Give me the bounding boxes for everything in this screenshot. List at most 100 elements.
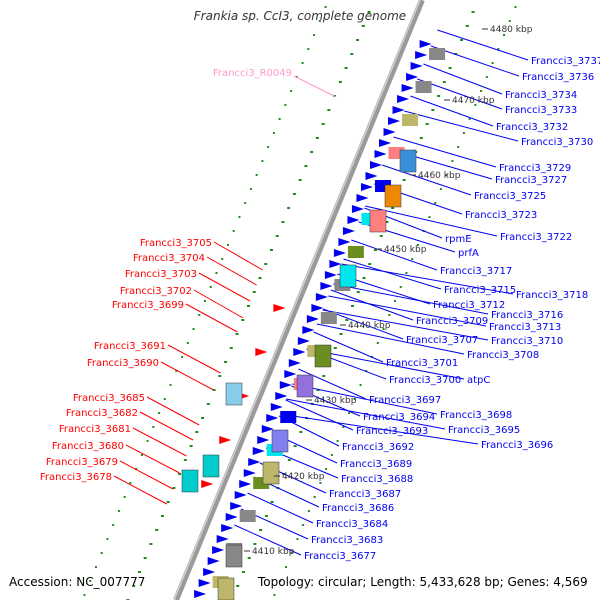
tick-dot	[471, 11, 475, 13]
tick-dot	[514, 6, 517, 8]
reverse-strand-gene	[333, 249, 346, 257]
reverse-strand-gene	[383, 128, 396, 136]
tick-dot	[321, 123, 325, 125]
tick-dot	[304, 165, 308, 167]
tick-dot	[178, 473, 182, 475]
tick-dot	[359, 384, 362, 386]
tick-dot	[302, 524, 305, 526]
tick-dot	[307, 48, 310, 50]
tick-dot	[238, 216, 241, 218]
tick-dot	[356, 39, 360, 41]
tick-dot	[181, 356, 184, 358]
tick-dot	[411, 258, 414, 260]
tick-dot	[117, 510, 120, 512]
leader-line	[167, 344, 221, 374]
reverse-strand-gene	[261, 425, 274, 433]
tick-dot	[284, 566, 287, 568]
leader-line	[365, 205, 498, 237]
gene-block	[314, 344, 332, 368]
tick-dot	[137, 571, 141, 573]
tick-dot	[175, 370, 178, 372]
gene-label-prfA: prfA	[458, 248, 479, 259]
tick-dot	[247, 557, 251, 559]
tick-dot	[368, 263, 372, 265]
reverse-strand-gene	[401, 84, 414, 92]
reverse-strand-gene	[419, 40, 432, 48]
kbp-label: 4410 kbp	[252, 547, 295, 557]
tick-dot	[209, 286, 212, 288]
tick-dot	[244, 202, 247, 204]
reverse-strand-gene	[379, 139, 392, 147]
reverse-strand-gene	[194, 590, 207, 598]
kbp-label: 4480 kbp	[490, 25, 533, 35]
tick-dot	[143, 557, 147, 559]
gene-label-Francci3_3690: Francci3_3690	[87, 358, 159, 369]
leader-line	[313, 331, 384, 363]
reverse-strand-gene	[275, 392, 288, 400]
tick-dot	[267, 146, 270, 148]
tick-dot	[442, 81, 446, 83]
tick-dot	[362, 277, 366, 279]
gene-label-Francci3_3686: Francci3_3686	[322, 503, 394, 514]
leader-line	[185, 303, 238, 333]
tick-dot	[293, 445, 297, 447]
reverse-strand-gene	[356, 194, 369, 202]
tick-dot	[261, 160, 264, 162]
tick-dot	[160, 515, 164, 517]
tick-dot	[272, 132, 275, 134]
reverse-strand-gene	[284, 370, 297, 378]
tick-dot	[224, 361, 228, 363]
tick-dot	[405, 272, 408, 274]
gene-label-Francci3_3680: Francci3_3680	[52, 441, 124, 452]
gene-block	[202, 454, 220, 478]
tick-dot	[83, 594, 86, 596]
reverse-strand-gene	[311, 304, 324, 312]
forward-strand-gene	[201, 480, 214, 488]
gene-label-Francci3_3707: Francci3_3707	[406, 335, 478, 346]
leader-line	[160, 361, 214, 391]
tick-dot	[391, 207, 395, 209]
gene-label-Francci3_3687: Francci3_3687	[329, 489, 401, 500]
leader-line	[119, 460, 174, 490]
tick-dot	[158, 412, 161, 414]
gene-label-Francci3_3701: Francci3_3701	[386, 358, 458, 369]
gene-label-rpmE: rpmE	[445, 234, 472, 245]
tick-dot	[129, 482, 132, 484]
kbp-scale-layer: 4480 kbp 4470 kbp 4460 kbp 4450 kbp 4440 kbp…	[244, 25, 533, 557]
tick-dot	[345, 319, 349, 321]
tick-dot	[313, 496, 316, 498]
tick-dot	[365, 370, 368, 372]
gene-label-rna: Francci3_R0049	[213, 68, 292, 79]
forward-strand-gene	[273, 304, 286, 312]
gene-label-Francci3_3704: Francci3_3704	[133, 253, 205, 264]
kbp-label: 4450 kbp	[384, 245, 427, 255]
leader-line	[410, 95, 494, 127]
tick-dot	[376, 342, 379, 344]
tick-dot	[106, 538, 109, 540]
reverse-strand-gene	[293, 348, 306, 356]
reverse-strand-gene	[329, 260, 342, 268]
forward-strand-gene	[219, 436, 232, 444]
gene-block	[429, 48, 446, 60]
gene-label-Francci3_3715: Francci3_3715	[444, 285, 516, 296]
tick-dot	[491, 62, 494, 64]
gene-label-Francci3_3723: Francci3_3723	[465, 210, 537, 221]
tick-dot	[166, 501, 170, 503]
tick-dot	[273, 594, 276, 596]
tick-dot	[402, 179, 406, 181]
tick-dot	[155, 529, 159, 531]
tick-dot	[431, 109, 435, 111]
tick-dot	[301, 62, 304, 64]
tick-dot	[385, 221, 389, 223]
gene-block	[402, 114, 419, 126]
gene-label-Francci3_3722: Francci3_3722	[500, 232, 572, 243]
gene-label-Francci3_3679: Francci3_3679	[46, 457, 118, 468]
tick-dot	[313, 34, 316, 36]
tick-dot	[451, 160, 454, 162]
gene-label-Francci3_3727: Francci3_3727	[495, 175, 567, 186]
tick-dot	[192, 328, 195, 330]
leader-line	[132, 427, 187, 457]
tick-dot	[474, 104, 477, 106]
leader-line	[125, 444, 180, 474]
